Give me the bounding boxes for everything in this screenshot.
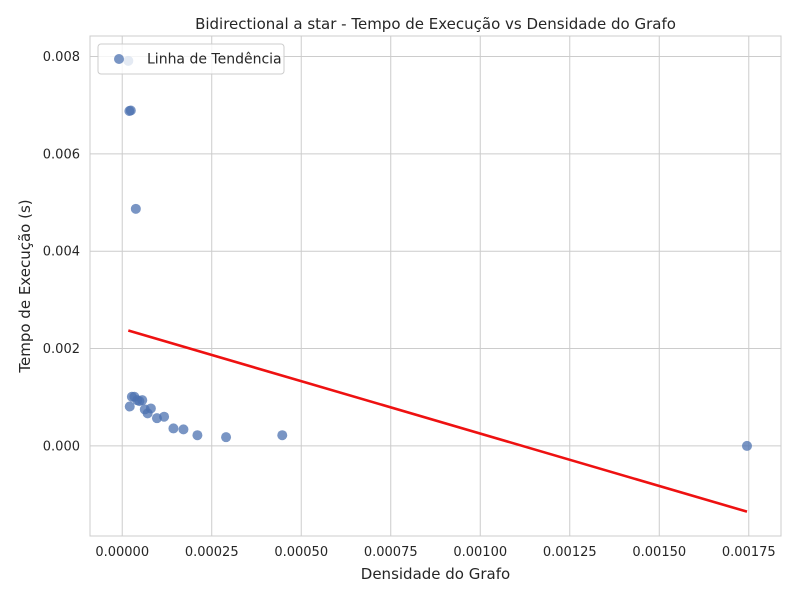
data-point — [192, 430, 203, 441]
data-point — [130, 203, 141, 214]
points-layer — [123, 55, 752, 451]
y-tick-label: 0.002 — [43, 342, 80, 357]
x-tick-label: 0.00175 — [722, 545, 776, 560]
y-axis-label: Tempo de Execução (s) — [16, 199, 34, 373]
legend-entry-label: Linha de Tendência — [147, 52, 282, 68]
x-tick-label: 0.00100 — [453, 545, 507, 560]
y-tick-label: 0.000 — [43, 439, 80, 454]
data-point — [741, 440, 752, 451]
y-tick-label: 0.008 — [43, 50, 80, 65]
x-tick-label: 0.00025 — [185, 545, 239, 560]
data-point — [124, 401, 135, 412]
x-tick-label: 0.00000 — [95, 545, 149, 560]
x-tick-label: 0.00150 — [632, 545, 686, 560]
data-point — [178, 424, 189, 435]
legend-marker — [114, 54, 124, 64]
data-point — [125, 105, 136, 116]
x-tick-label: 0.00125 — [543, 545, 597, 560]
grid — [90, 36, 781, 536]
y-axis-ticks: 0.000 0.002 0.004 0.006 0.008 — [43, 50, 80, 454]
data-point — [159, 411, 170, 422]
data-point — [145, 403, 156, 414]
legend: Linha de Tendência — [97, 43, 285, 75]
data-point — [221, 432, 232, 443]
trend-line — [127, 329, 748, 513]
x-axis-label: Densidade do Grafo — [361, 565, 510, 583]
chart-title: Bidirectional a star - Tempo de Execução… — [195, 15, 676, 33]
x-axis-ticks: 0.00000 0.00025 0.00050 0.00075 0.00100 0.001… — [95, 545, 775, 560]
data-point — [277, 430, 288, 441]
trend-layer — [127, 329, 748, 513]
data-point — [137, 395, 148, 406]
y-tick-label: 0.004 — [43, 245, 80, 260]
x-tick-label: 0.00075 — [364, 545, 418, 560]
data-point — [168, 423, 179, 434]
x-tick-label: 0.00050 — [274, 545, 328, 560]
plot-area — [89, 35, 782, 537]
legend-box — [97, 43, 285, 75]
y-tick-label: 0.006 — [43, 147, 80, 162]
